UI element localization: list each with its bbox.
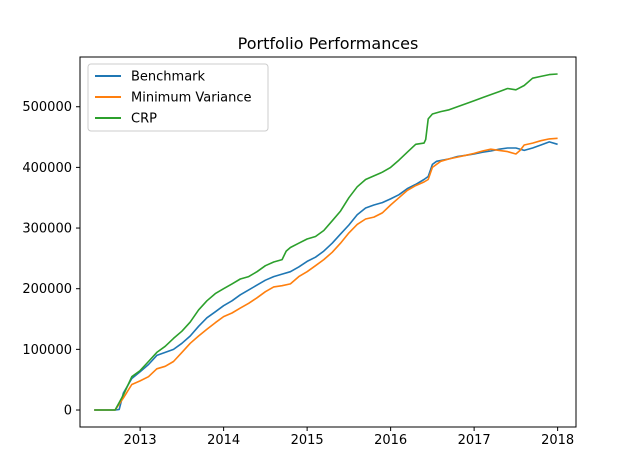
series-layer	[94, 73, 558, 411]
y-tick-label: 200000	[22, 282, 72, 297]
x-tick-label: 2015	[291, 433, 324, 448]
y-tick-label: 300000	[22, 222, 72, 237]
x-tick-label: 2014	[207, 433, 240, 448]
legend: Benchmark Minimum Variance CRP	[87, 63, 269, 132]
x-tick-label: 2017	[458, 433, 491, 448]
chart-title: Portfolio Performances	[238, 34, 419, 53]
legend-box	[87, 63, 269, 132]
y-tick-label: 500000	[22, 100, 72, 115]
series-line-benchmark	[94, 141, 558, 411]
y-tick-label: 0	[64, 404, 72, 419]
series-line-crp	[94, 73, 558, 411]
x-tick-label: 2016	[374, 433, 407, 448]
legend-label-crp: CRP	[131, 112, 157, 127]
y-tick-label: 400000	[22, 161, 72, 176]
x-tick-label: 2013	[124, 433, 157, 448]
axes-frame	[79, 56, 577, 428]
x-tick-label: 2018	[541, 433, 574, 448]
legend-label-minimum-variance: Minimum Variance	[131, 91, 252, 106]
legend-label-benchmark: Benchmark	[131, 70, 206, 85]
y-tick-label: 100000	[22, 343, 72, 358]
axes-layer: 2013 2014 2015 2016 2017 2018 0 100000 200000 300…	[22, 56, 577, 448]
series-line-minimum-variance	[94, 137, 558, 411]
